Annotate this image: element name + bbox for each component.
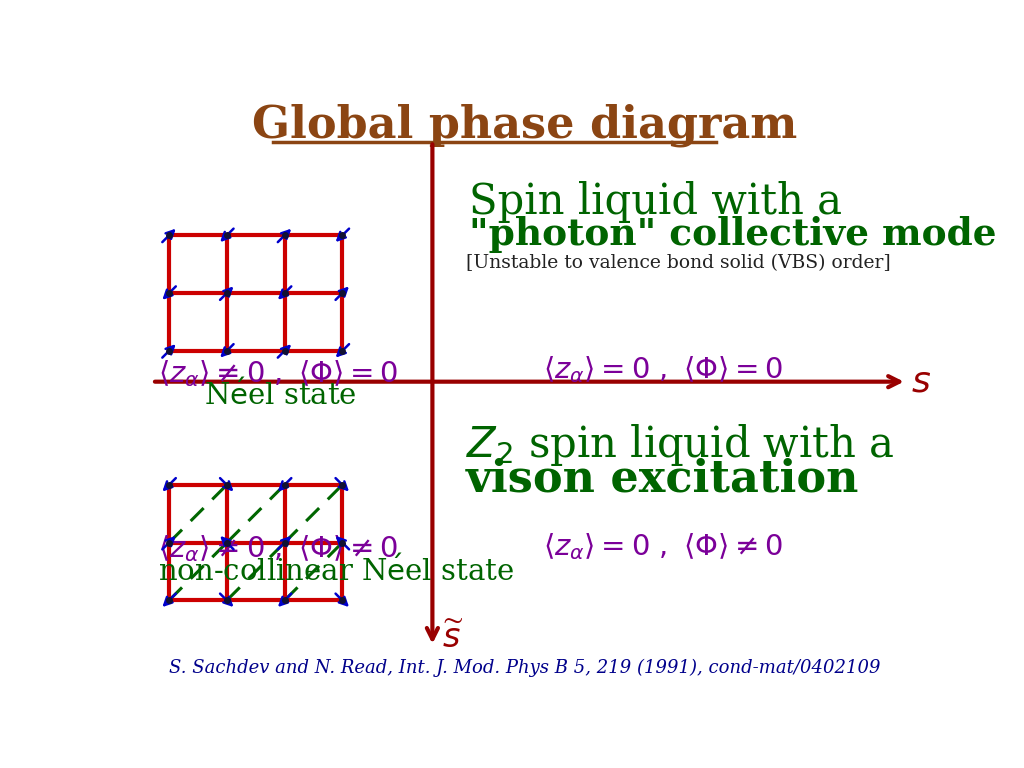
- Text: $\langle z_\alpha \rangle = 0\ ,\ \langle \Phi \rangle \neq 0$: $\langle z_\alpha \rangle = 0\ ,\ \langl…: [543, 531, 782, 562]
- Text: S. Sachdev and N. Read, Int. J. Mod. Phys B 5, 219 (1991), cond-mat/0402109: S. Sachdev and N. Read, Int. J. Mod. Phy…: [169, 659, 881, 677]
- Text: Global phase diagram: Global phase diagram: [252, 104, 798, 147]
- Text: $\langle z_\alpha \rangle \neq 0\ ,\ \langle \Phi \rangle = 0$: $\langle z_\alpha \rangle \neq 0\ ,\ \la…: [158, 359, 397, 389]
- Text: N$\acute{\rm e}$el state: N$\acute{\rm e}$el state: [204, 380, 356, 411]
- Text: $\langle z_\alpha \rangle = 0\ ,\ \langle \Phi \rangle = 0$: $\langle z_\alpha \rangle = 0\ ,\ \langl…: [543, 354, 782, 385]
- Text: "photon" collective mode: "photon" collective mode: [469, 216, 996, 253]
- Text: $Z_2$ spin liquid with a: $Z_2$ spin liquid with a: [466, 422, 894, 468]
- Text: non-collinear N$\acute{\rm e}$el state: non-collinear N$\acute{\rm e}$el state: [158, 556, 513, 588]
- Text: vison excitation: vison excitation: [466, 458, 859, 501]
- Text: $\langle z_\alpha \rangle \neq 0\ ,\ \langle \Phi \rangle \neq 0$: $\langle z_\alpha \rangle \neq 0\ ,\ \la…: [158, 533, 397, 564]
- Text: $s$: $s$: [910, 365, 931, 399]
- Text: [Unstable to valence bond solid (VBS) order]: [Unstable to valence bond solid (VBS) or…: [466, 254, 890, 272]
- Text: Spin liquid with a: Spin liquid with a: [469, 181, 843, 223]
- Text: $\widetilde{s}$: $\widetilde{s}$: [442, 623, 464, 655]
